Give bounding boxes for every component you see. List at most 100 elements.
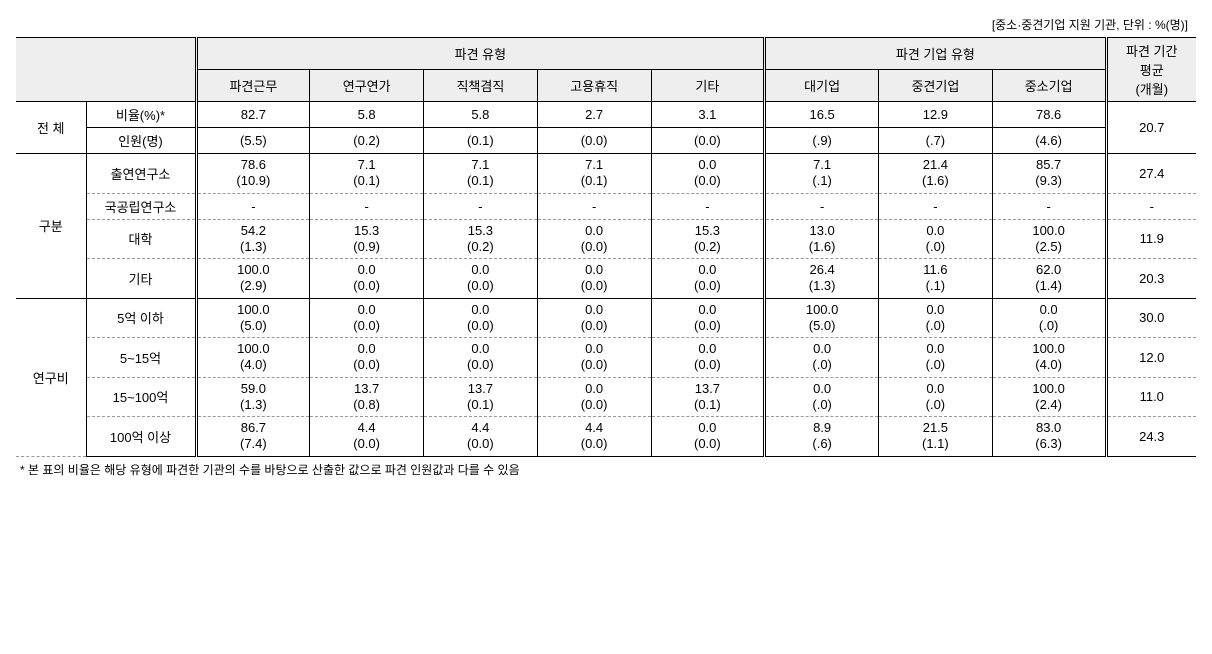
cell-type-1-1-3: -	[537, 193, 651, 219]
hdr-firm-type: 파견 기업 유형	[765, 38, 1106, 70]
row-2-0-label: 5억 이하	[86, 298, 196, 338]
footnote: * 본 표의 비율은 해당 유형에 파견한 기관의 수를 바탕으로 산출한 값으…	[16, 461, 1196, 478]
cell-firm-1-1-0: -	[765, 193, 879, 219]
total-firm-p-1: 12.9	[879, 102, 993, 128]
row-1-3-label: 기타	[86, 259, 196, 299]
cell-firm-1-2-1: 0.0.0	[879, 219, 993, 259]
cell-type-2-2-0: 59.01.3	[196, 377, 310, 417]
cell-type-1-0-3: 7.10.1	[537, 154, 651, 194]
cell-firm-2-0-0: 100.05.0	[765, 298, 879, 338]
cell-firm-2-1-2: 100.04.0	[992, 338, 1106, 378]
cell-type-2-2-2: 13.70.1	[424, 377, 538, 417]
cell-type-2-1-4: 0.00.0	[651, 338, 765, 378]
cell-type-1-3-0: 100.02.9	[196, 259, 310, 299]
cell-firm-1-0-1: 21.41.6	[879, 154, 993, 194]
total-type-p-2: 5.8	[424, 102, 538, 128]
total-type-n-3: (0.0)	[537, 128, 651, 154]
cell-firm-1-2-2: 100.02.5	[992, 219, 1106, 259]
cell-firm-1-1-2: -	[992, 193, 1106, 219]
cell-type-2-0-2: 0.00.0	[424, 298, 538, 338]
cell-avg-2-1: 12.0	[1106, 338, 1196, 378]
cell-type-1-0-0: 78.610.9	[196, 154, 310, 194]
total-type-p-1: 5.8	[310, 102, 424, 128]
hdr-type-3: 고용휴직	[537, 70, 651, 102]
cell-type-2-1-2: 0.00.0	[424, 338, 538, 378]
cell-type-1-1-2: -	[424, 193, 538, 219]
cell-type-1-0-2: 7.10.1	[424, 154, 538, 194]
cell-firm-1-3-1: 11.6.1	[879, 259, 993, 299]
row-1-1-label: 국공립연구소	[86, 193, 196, 219]
cell-firm-1-0-2: 85.79.3	[992, 154, 1106, 194]
total-type-p-3: 2.7	[537, 102, 651, 128]
cell-avg-1-3: 20.3	[1106, 259, 1196, 299]
hdr-type-4: 기타	[651, 70, 765, 102]
hdr-firm-1: 중견기업	[879, 70, 993, 102]
cell-type-1-0-4: 0.00.0	[651, 154, 765, 194]
total-type-p-0: 82.7	[196, 102, 310, 128]
hdr-type-2: 직책겸직	[424, 70, 538, 102]
cell-type-1-1-4: -	[651, 193, 765, 219]
cell-type-1-3-1: 0.00.0	[310, 259, 424, 299]
total-firm-p-0: 16.5	[765, 102, 879, 128]
cell-firm-2-0-1: 0.0.0	[879, 298, 993, 338]
cell-type-1-2-2: 15.30.2	[424, 219, 538, 259]
cell-avg-2-2: 11.0	[1106, 377, 1196, 417]
row-2-1-label: 5~15억	[86, 338, 196, 378]
cell-firm-1-2-0: 13.01.6	[765, 219, 879, 259]
rowgrp-1: 구분	[16, 154, 86, 299]
cell-avg-2-3: 24.3	[1106, 417, 1196, 457]
dispatch-table: 파견 유형파견 기업 유형파견 기간평균(개월) 파견근무연구연가직책겸직고용휴직…	[16, 37, 1196, 457]
cell-firm-2-3-0: 8.9.6	[765, 417, 879, 457]
cell-firm-1-3-2: 62.01.4	[992, 259, 1106, 299]
cell-type-2-3-1: 4.40.0	[310, 417, 424, 457]
cell-type-1-2-1: 15.30.9	[310, 219, 424, 259]
cell-firm-1-0-0: 7.1.1	[765, 154, 879, 194]
total-type-n-1: (0.2)	[310, 128, 424, 154]
cell-type-1-1-0: -	[196, 193, 310, 219]
hdr-firm-0: 대기업	[765, 70, 879, 102]
hdr-avg-months: 파견 기간평균(개월)	[1106, 38, 1196, 102]
cell-type-2-1-1: 0.00.0	[310, 338, 424, 378]
cell-firm-1-1-1: -	[879, 193, 993, 219]
cell-type-2-3-2: 4.40.0	[424, 417, 538, 457]
corner-blank	[16, 38, 196, 102]
cell-type-2-2-4: 13.70.1	[651, 377, 765, 417]
cell-firm-2-3-2: 83.06.3	[992, 417, 1106, 457]
total-type-n-2: (0.1)	[424, 128, 538, 154]
hdr-dispatch-type: 파견 유형	[196, 38, 765, 70]
cell-type-1-1-1: -	[310, 193, 424, 219]
cell-type-1-3-2: 0.00.0	[424, 259, 538, 299]
cell-firm-2-1-0: 0.0.0	[765, 338, 879, 378]
total-firm-n-2: (4.6)	[992, 128, 1106, 154]
total-firm-p-2: 78.6	[992, 102, 1106, 128]
total-type-n-0: (5.5)	[196, 128, 310, 154]
cell-avg-1-0: 27.4	[1106, 154, 1196, 194]
cell-firm-2-2-2: 100.02.4	[992, 377, 1106, 417]
row-2-3-label: 100억 이상	[86, 417, 196, 457]
cell-type-2-3-4: 0.00.0	[651, 417, 765, 457]
cell-type-1-0-1: 7.10.1	[310, 154, 424, 194]
cell-type-2-3-0: 86.77.4	[196, 417, 310, 457]
cell-type-2-0-0: 100.05.0	[196, 298, 310, 338]
cell-type-2-1-0: 100.04.0	[196, 338, 310, 378]
cell-firm-2-3-1: 21.51.1	[879, 417, 993, 457]
total-avg: 20.7	[1106, 102, 1196, 154]
cell-type-1-3-3: 0.00.0	[537, 259, 651, 299]
cell-type-1-3-4: 0.00.0	[651, 259, 765, 299]
cell-firm-2-2-0: 0.0.0	[765, 377, 879, 417]
row-1-2-label: 대학	[86, 219, 196, 259]
hdr-firm-2: 중소기업	[992, 70, 1106, 102]
cell-avg-1-1: -	[1106, 193, 1196, 219]
cell-firm-2-1-1: 0.0.0	[879, 338, 993, 378]
cell-avg-2-0: 30.0	[1106, 298, 1196, 338]
cell-type-2-2-3: 0.00.0	[537, 377, 651, 417]
cell-type-2-0-1: 0.00.0	[310, 298, 424, 338]
cell-type-2-3-3: 4.40.0	[537, 417, 651, 457]
hdr-type-0: 파견근무	[196, 70, 310, 102]
cell-type-2-0-4: 0.00.0	[651, 298, 765, 338]
hdr-type-1: 연구연가	[310, 70, 424, 102]
rowgrp-total: 전 체	[16, 102, 86, 154]
cell-avg-1-2: 11.9	[1106, 219, 1196, 259]
cell-type-1-2-3: 0.00.0	[537, 219, 651, 259]
row-total-cnt-label: 인원(명)	[86, 128, 196, 154]
